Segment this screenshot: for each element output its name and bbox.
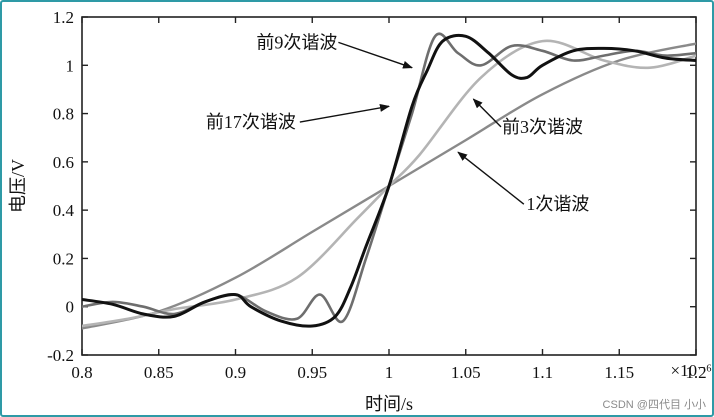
x-tick-label: 1.1 [532,363,553,382]
x-tick-label: 0.8 [71,363,92,382]
y-tick-label: 0 [66,298,75,317]
x-axis-label: 时间/s [365,394,413,414]
x-tick-label: 0.95 [297,363,327,382]
watermark: CSDN @四代目 小小 [603,398,706,411]
x-tick-label: 1.15 [604,363,634,382]
x-tick-label: 1 [385,363,394,382]
annotation-label: 1次谐波 [526,194,589,214]
annotation-label: 前3次谐波 [502,117,583,137]
annotation-arrow [338,41,413,69]
series-line-4 [82,33,696,328]
annotation-arrow [457,151,525,205]
annotation-label: 前17次谐波 [206,112,296,132]
x-tick-label: 1.05 [451,363,481,382]
y-tick-label: 1.2 [53,8,74,27]
x-multiplier: ×10⁻⁶ [671,361,713,380]
axis-ticks: 0.8 0.85 0.9 0.95 1 1.05 1.1 1.15 1.2 -0.2 0 0.2 0.4… [47,8,707,382]
y-tick-label: 0.4 [53,201,75,220]
y-tick-label: 0.6 [53,153,74,172]
x-tick-label: 0.9 [225,363,246,382]
x-tick-label: 1.2 [685,363,706,382]
series-group [82,32,696,330]
annotation-arrow [299,103,390,123]
y-tick-label: 0.2 [53,249,74,268]
y-tick-label: 1 [66,56,75,75]
annotation-arrow [472,98,502,128]
annotation-label: 前9次谐波 [256,32,337,52]
x-tick-label: 0.85 [144,363,174,382]
y-tick-label: -0.2 [47,346,74,365]
y-tick-label: 0.8 [53,105,74,124]
y-axis-label: 电压/V [8,159,28,213]
